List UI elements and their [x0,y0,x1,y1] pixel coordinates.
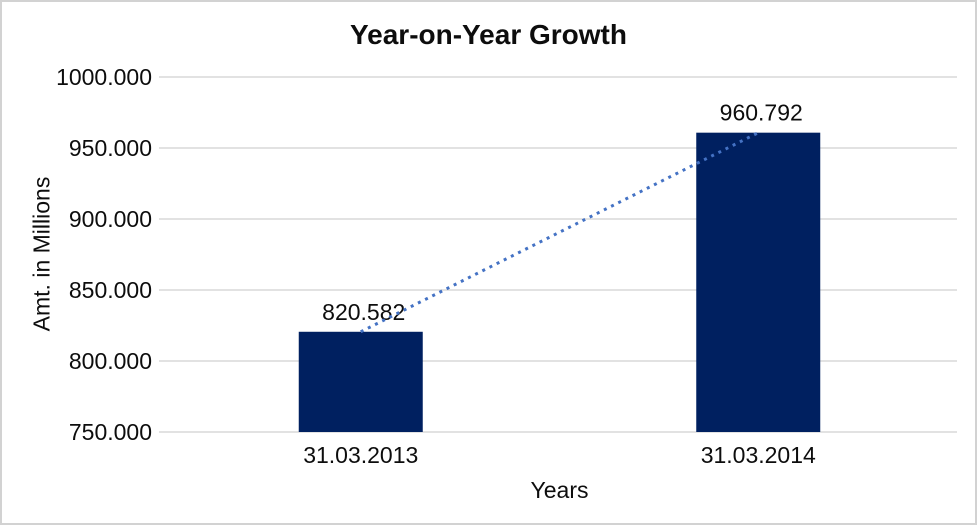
y-tick-label: 750.000 [69,419,152,445]
bar-31.03.2014 [696,132,821,432]
y-tick-label: 850.000 [69,277,152,303]
y-tick-label: 950.000 [69,135,152,161]
data-label: 820.582 [322,299,405,325]
y-tick-label: 1000.000 [56,64,152,90]
x-tick-label: 31.03.2014 [701,442,816,468]
chart-title: Year-on-Year Growth [350,19,627,50]
bar-31.03.2013 [298,331,423,432]
trendline [360,131,759,334]
x-axis-title: Years [530,477,589,503]
y-tick-label: 800.000 [69,348,152,374]
y-tick-label: 900.000 [69,206,152,232]
x-tick-label: 31.03.2013 [303,442,418,468]
data-label: 960.792 [720,100,803,126]
